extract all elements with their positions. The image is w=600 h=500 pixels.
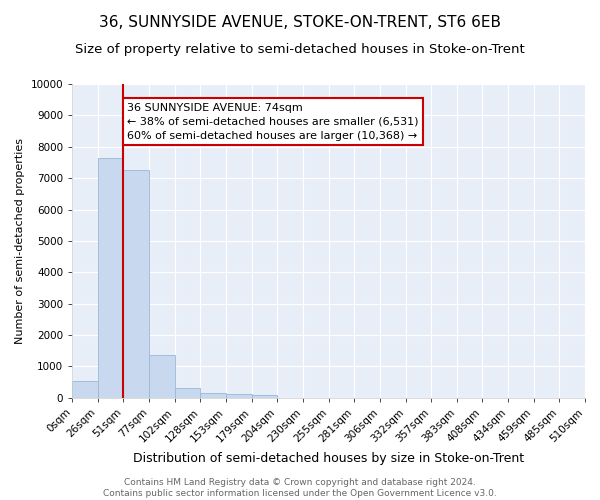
Bar xyxy=(149,356,175,398)
Text: 36, SUNNYSIDE AVENUE, STOKE-ON-TRENT, ST6 6EB: 36, SUNNYSIDE AVENUE, STOKE-ON-TRENT, ST… xyxy=(99,15,501,30)
Bar xyxy=(200,393,226,398)
X-axis label: Distribution of semi-detached houses by size in Stoke-on-Trent: Distribution of semi-detached houses by … xyxy=(133,452,524,465)
Bar xyxy=(98,158,124,398)
Bar xyxy=(124,170,149,398)
Text: Size of property relative to semi-detached houses in Stoke-on-Trent: Size of property relative to semi-detach… xyxy=(75,42,525,56)
Text: Contains HM Land Registry data © Crown copyright and database right 2024.
Contai: Contains HM Land Registry data © Crown c… xyxy=(103,478,497,498)
Bar xyxy=(251,396,277,398)
Bar xyxy=(175,388,200,398)
Text: 36 SUNNYSIDE AVENUE: 74sqm
← 38% of semi-detached houses are smaller (6,531)
60%: 36 SUNNYSIDE AVENUE: 74sqm ← 38% of semi… xyxy=(127,103,419,141)
Bar xyxy=(226,394,251,398)
Y-axis label: Number of semi-detached properties: Number of semi-detached properties xyxy=(15,138,25,344)
Bar xyxy=(72,380,98,398)
